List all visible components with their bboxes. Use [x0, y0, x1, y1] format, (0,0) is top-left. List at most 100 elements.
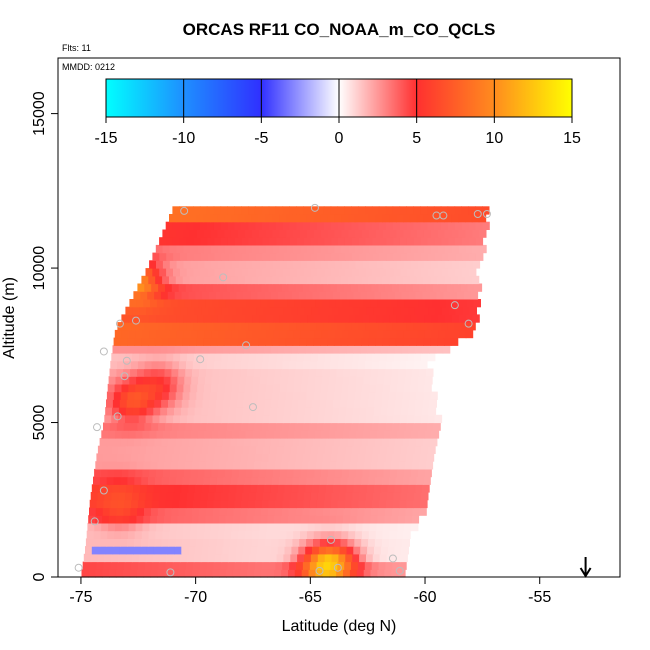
heat-cell: [214, 492, 223, 501]
heat-cell: [119, 546, 127, 555]
x-tick-label: -75: [69, 589, 92, 606]
heat-cell: [271, 291, 279, 300]
heat-cell: [351, 221, 359, 230]
heat-cell: [225, 515, 234, 524]
observation-point: [74, 563, 83, 572]
heat-cell: [409, 275, 418, 285]
heat-cell: [89, 499, 98, 509]
heat-cell: [440, 283, 448, 292]
heat-cell: [143, 376, 151, 385]
heat-cell: [325, 407, 333, 416]
heat-cell: [297, 492, 305, 501]
heat-cell: [151, 499, 160, 509]
heat-cell: [365, 414, 374, 424]
heat-cell: [197, 244, 205, 254]
heat-cell: [143, 461, 151, 470]
heat-cell: [293, 229, 301, 238]
heat-cell: [217, 391, 225, 400]
heat-cell: [190, 522, 199, 532]
heat-cell: [356, 515, 365, 524]
heat-cell: [169, 530, 177, 539]
heat-cell: [206, 507, 214, 516]
heat-cell: [197, 383, 205, 393]
heat-cell: [344, 561, 352, 570]
heat-cell: [151, 322, 160, 331]
heat-cell: [328, 468, 336, 478]
heat-cell: [217, 214, 225, 223]
heat-cell: [291, 399, 300, 408]
heat-cell: [342, 376, 351, 385]
heat-cell: [451, 314, 460, 323]
heat-cell: [115, 430, 123, 439]
heat-cell: [404, 515, 413, 524]
heat-cell: [332, 546, 341, 555]
heat-cell: [376, 468, 384, 478]
heat-cell: [330, 283, 338, 292]
heat-cell: [330, 561, 338, 570]
heat-cell: [121, 314, 129, 323]
heat-cell: [245, 522, 254, 532]
heat-cell: [112, 407, 120, 416]
heat-cell: [229, 546, 237, 555]
heat-cell: [244, 476, 252, 485]
heat-cell: [400, 306, 409, 315]
heat-cell: [231, 530, 239, 539]
heat-cell: [202, 438, 211, 447]
heat-cell: [212, 515, 220, 524]
heat-cell: [272, 229, 280, 238]
heat-cell: [191, 299, 199, 308]
heat-cell: [311, 306, 319, 315]
heat-cell: [252, 468, 260, 478]
heat-cell: [185, 422, 194, 431]
heat-cell: [163, 522, 171, 532]
heat-cell: [184, 299, 192, 308]
heat-cell: [189, 229, 198, 238]
heat-cell: [176, 244, 184, 254]
heat-cell: [191, 376, 199, 385]
heat-cell: [400, 268, 408, 277]
heat-cell: [228, 414, 236, 424]
heat-cell: [281, 368, 289, 377]
heat-cell: [369, 244, 377, 254]
heat-cell: [328, 383, 336, 393]
heat-cell: [89, 507, 97, 516]
heat-cell: [424, 314, 432, 323]
heat-cell: [315, 299, 323, 308]
heat-cell: [210, 314, 219, 323]
heat-cell: [427, 322, 435, 331]
chart-title: ORCAS RF11 CO_NOAA_m_CO_QCLS: [183, 20, 496, 39]
heat-cell: [343, 507, 352, 516]
heat-cell: [419, 453, 428, 462]
heat-cell: [245, 468, 253, 478]
heat-cell: [265, 244, 274, 254]
heat-cell: [367, 484, 375, 493]
heat-cell: [387, 546, 396, 555]
heat-cell: [301, 376, 309, 385]
heat-cell: [475, 252, 484, 261]
heat-cell: [127, 391, 135, 400]
heat-cell: [229, 407, 237, 416]
heat-cell: [118, 414, 126, 424]
heat-cell: [371, 206, 380, 215]
observation-point: [92, 423, 101, 432]
heat-cell: [112, 345, 120, 354]
heat-cell: [189, 275, 198, 285]
heat-cell: [316, 561, 325, 570]
heat-cell: [134, 438, 142, 447]
heat-cell: [410, 468, 419, 478]
heat-cell: [313, 229, 322, 238]
heat-cell: [297, 407, 306, 416]
heat-cell: [468, 206, 476, 215]
heat-cell: [146, 484, 155, 493]
heat-cell: [407, 445, 415, 454]
heat-cell: [230, 391, 239, 400]
heat-cell: [307, 244, 315, 254]
heat-cell: [110, 561, 118, 570]
heat-cell: [379, 221, 387, 230]
heat-cell: [377, 515, 385, 524]
heat-cell: [352, 252, 360, 261]
heat-cell: [120, 391, 129, 400]
heat-cell: [438, 260, 446, 269]
heat-cell: [261, 499, 270, 509]
heat-cell: [256, 306, 264, 315]
